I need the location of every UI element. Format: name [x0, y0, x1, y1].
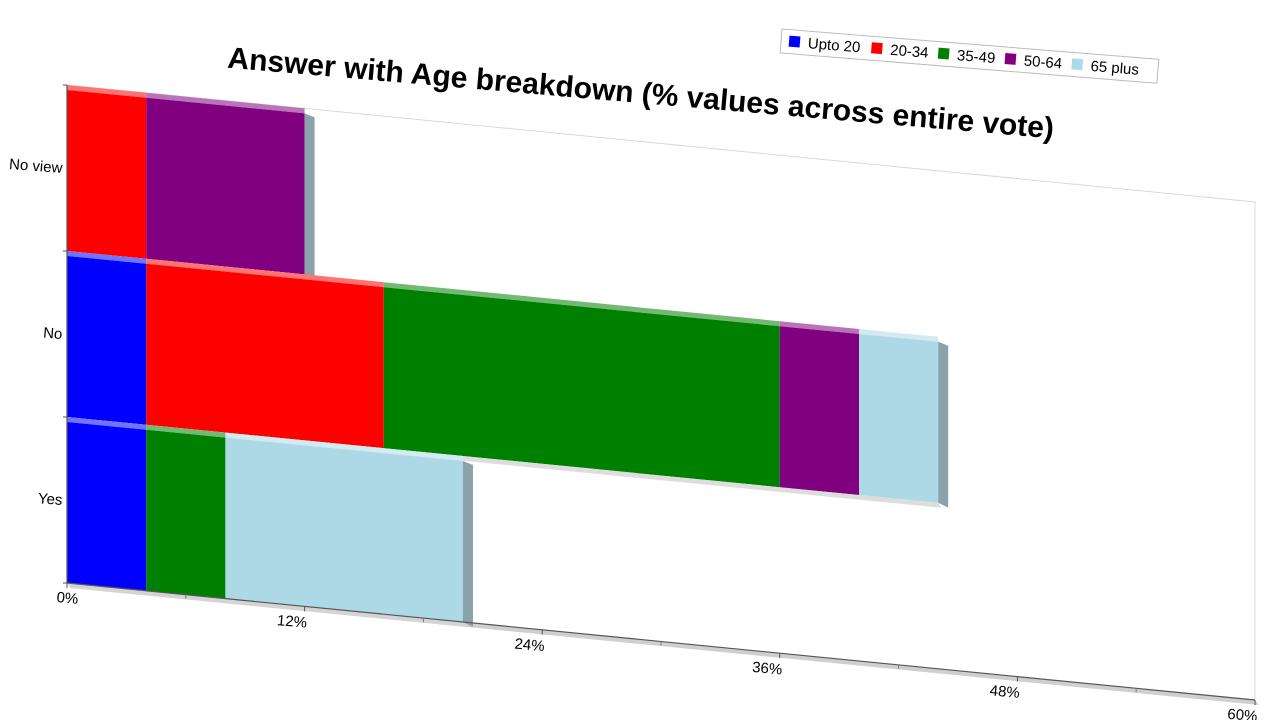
x-tick-label: 12%	[276, 612, 307, 632]
legend-swatch	[1071, 58, 1084, 71]
legend-item: 65 plus	[1071, 58, 1140, 79]
legend-item: 50-64	[1004, 52, 1063, 73]
bar-segment	[859, 329, 949, 508]
legend-swatch	[788, 35, 801, 48]
legend-label: 65 plus	[1090, 58, 1140, 79]
bar-segment	[67, 417, 150, 596]
x-tick-label: 36%	[751, 659, 782, 679]
legend-swatch	[870, 42, 883, 55]
bar-segment	[146, 424, 229, 604]
legend-label: 50-64	[1023, 53, 1063, 73]
legend-item: 20-34	[870, 42, 930, 62]
x-tick-label: 24%	[514, 636, 545, 656]
bar-segment	[225, 432, 473, 627]
legend-swatch	[937, 47, 950, 60]
x-tick-label: 48%	[989, 682, 1020, 702]
bar-segment	[779, 321, 862, 500]
bar-segment	[146, 258, 387, 454]
y-tick-label: No view	[8, 156, 63, 177]
bar-segment	[67, 85, 150, 264]
bar-segment	[67, 251, 150, 430]
legend-label: 35-49	[956, 47, 996, 67]
y-tick-label: Yes	[37, 490, 63, 509]
legend-swatch	[1004, 52, 1017, 65]
plot-area: Yes No No view 0% 12% 24% 36% 48% 60%	[8, 84, 1259, 720]
legend-item: 35-49	[937, 47, 996, 67]
bar-segment	[146, 92, 315, 280]
bar-segment	[383, 282, 783, 493]
legend: Upto 20 20-34 35-49 50-64 65 plus	[779, 28, 1160, 84]
x-tick-label: 60%	[1227, 706, 1258, 720]
plot-back-edge	[66, 84, 1256, 700]
legend-label: Upto 20	[807, 35, 861, 56]
x-tick-label: 0%	[56, 589, 79, 608]
y-tick-label: No	[43, 325, 63, 343]
legend-item: Upto 20	[788, 35, 861, 56]
legend-label: 20-34	[890, 42, 930, 62]
